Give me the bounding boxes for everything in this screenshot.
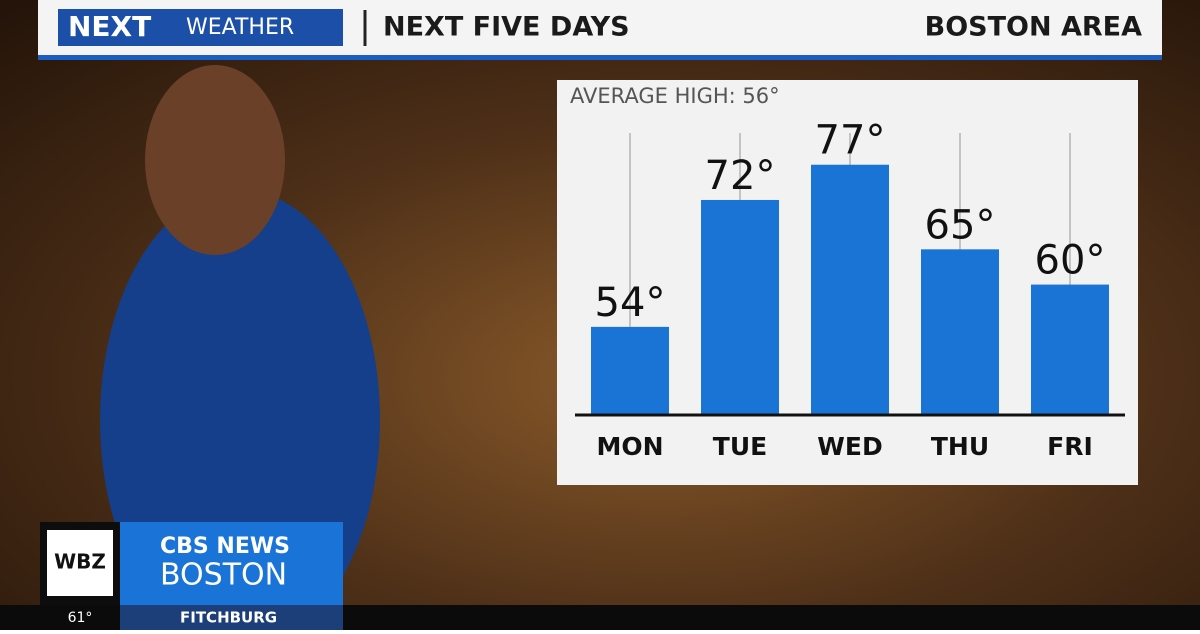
value-label: 60° [1035,238,1106,284]
x-tick-label: FRI [1047,432,1093,461]
ticker-town-box [120,605,343,630]
bar [591,326,669,415]
bar [701,199,779,415]
presenter-head [145,65,285,255]
bar [811,164,889,415]
x-tick-label: WED [817,432,882,461]
plot: 54° MON 72° TUE 77° WED 65° THU 60° FRI [575,118,1125,461]
x-tick-label: THU [931,432,989,461]
network-box [120,522,343,605]
logo-box [58,9,343,46]
network-city: BOSTON [160,558,287,593]
ticker-temperature: 61° [68,610,93,626]
logo-weather: WEATHER [186,15,294,40]
bar [921,249,999,415]
header-underline [38,55,1162,60]
x-tick-label: MON [596,432,663,461]
x-tick-label: TUE [713,432,767,461]
value-label: 54° [595,280,666,326]
bar [1031,284,1109,415]
ticker-town: FITCHBURG [180,609,277,627]
station-name: WBZ [54,550,106,574]
value-label: 72° [705,153,776,199]
value-label: 77° [815,118,886,164]
station-badge [47,530,113,596]
chart-subtitle: AVERAGE HIGH: 56° [570,84,780,108]
logo-next: NEXT [68,10,151,43]
header-title: NEXT FIVE DAYS [383,12,630,43]
network-name: CBS NEWS [160,534,290,559]
header-location: BOSTON AREA [925,12,1142,43]
value-label: 65° [925,202,996,248]
